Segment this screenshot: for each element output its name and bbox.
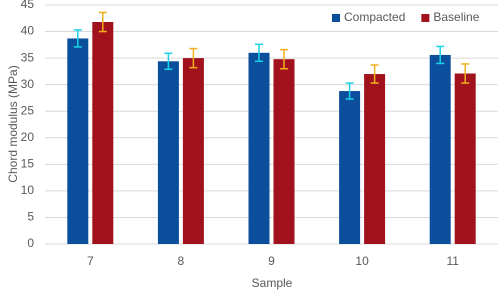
bar	[92, 21, 114, 244]
y-tick-label: 40	[21, 24, 35, 38]
y-tick-label: 30	[21, 77, 35, 91]
legend-label: Baseline	[433, 10, 479, 24]
x-tick-label: 8	[178, 254, 185, 268]
bar	[339, 91, 361, 244]
x-tick-label: 10	[355, 254, 369, 268]
bar	[157, 61, 179, 245]
y-tick-label: 0	[27, 236, 34, 250]
y-tick-label: 45	[21, 0, 35, 11]
bar	[248, 52, 270, 244]
bar	[273, 59, 295, 244]
bar	[454, 73, 476, 244]
y-tick-label: 5	[27, 210, 34, 224]
x-tick-label: 11	[446, 254, 459, 268]
y-tick-label: 35	[21, 50, 35, 64]
bar	[67, 38, 89, 245]
y-axis-label: Chord modulus (MPa)	[6, 65, 20, 182]
bar	[364, 74, 386, 245]
bar	[429, 54, 451, 245]
bar	[182, 58, 204, 244]
x-tick-label: 9	[268, 254, 275, 268]
legend-swatch	[332, 14, 340, 22]
legend-label: Compacted	[344, 10, 405, 24]
x-tick-label: 7	[87, 254, 94, 268]
y-tick-label: 25	[21, 103, 35, 117]
y-tick-label: 15	[21, 157, 35, 171]
legend-swatch	[421, 14, 430, 22]
y-tick-label: 20	[21, 130, 35, 144]
y-tick-label: 10	[21, 183, 35, 197]
x-axis-label: Sample	[252, 276, 293, 290]
